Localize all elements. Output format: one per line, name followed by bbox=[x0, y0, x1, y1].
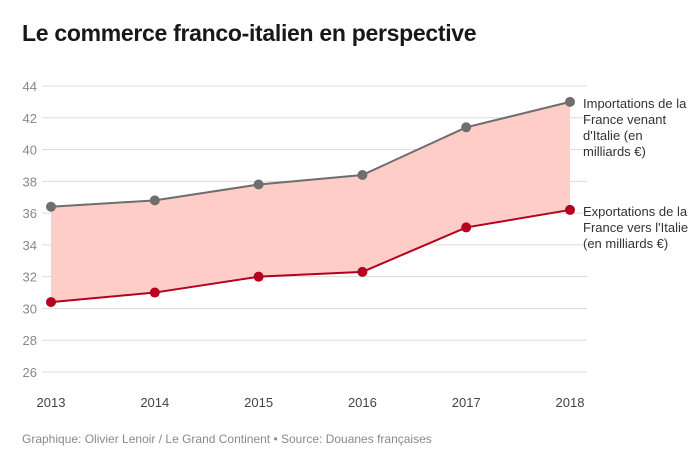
y-tick-label: 34 bbox=[23, 238, 37, 253]
data-point bbox=[357, 266, 368, 277]
data-point bbox=[565, 204, 575, 215]
series-line-0 bbox=[50, 100, 571, 208]
data-point bbox=[461, 222, 472, 233]
x-tick-label: 2013 bbox=[37, 395, 66, 410]
data-point bbox=[357, 169, 368, 180]
x-tick-label: 2016 bbox=[348, 395, 377, 410]
x-tick-label: 2014 bbox=[140, 395, 169, 410]
x-tick-label: 2015 bbox=[244, 395, 273, 410]
data-point bbox=[565, 96, 575, 107]
data-point bbox=[46, 201, 56, 212]
data-point bbox=[149, 287, 160, 298]
chart-title: Le commerce franco-italien en perspectiv… bbox=[22, 20, 477, 46]
y-tick-label: 44 bbox=[23, 79, 37, 94]
series-line-1 bbox=[50, 208, 571, 304]
y-tick-label: 32 bbox=[23, 270, 37, 285]
y-tick-label: 36 bbox=[23, 206, 37, 221]
legend-imports: Importations de la France venant d'Itali… bbox=[583, 96, 687, 159]
area-between-series bbox=[51, 101, 570, 303]
y-tick-label: 26 bbox=[23, 365, 37, 380]
data-point bbox=[461, 122, 472, 133]
x-tick-label: 2017 bbox=[452, 395, 481, 410]
source-footer: Graphique: Olivier Lenoir / Le Grand Con… bbox=[22, 432, 432, 446]
y-tick-label: 30 bbox=[23, 301, 37, 316]
y-tick-label: 38 bbox=[23, 174, 37, 189]
y-tick-label: 42 bbox=[23, 111, 37, 126]
data-point bbox=[149, 195, 160, 206]
y-tick-label: 28 bbox=[23, 333, 37, 348]
y-tick-label: 40 bbox=[23, 143, 37, 158]
data-point bbox=[46, 297, 56, 308]
data-point bbox=[253, 179, 264, 190]
x-tick-label: 2018 bbox=[556, 395, 585, 410]
data-point bbox=[253, 271, 264, 282]
legend-exports: Exportations de la France vers l'Italie … bbox=[583, 204, 689, 251]
